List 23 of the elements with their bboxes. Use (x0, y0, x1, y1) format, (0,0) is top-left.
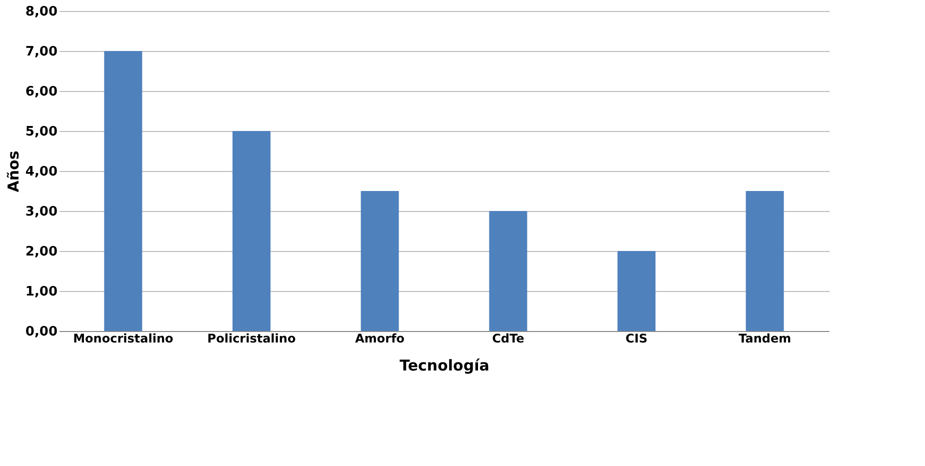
bar (746, 191, 784, 331)
bar (232, 131, 270, 331)
y-tick-label: 2,00 (25, 244, 58, 260)
bar (104, 51, 142, 331)
y-tick-label: 7,00 (25, 44, 58, 60)
x-axis-title: Tecnología (400, 356, 490, 374)
x-tick-label: Policristalino (207, 332, 296, 346)
x-tick-label: Amorfo (355, 332, 405, 346)
y-tick-label: 1,00 (25, 284, 58, 300)
y-tick-label: 4,00 (25, 164, 58, 180)
y-tick-label: 5,00 (25, 124, 58, 140)
y-tick-label: 0,00 (25, 324, 58, 340)
y-axis-title: Años (4, 150, 22, 192)
x-tick-label: CIS (626, 332, 648, 346)
bar (489, 211, 528, 331)
y-tick-label: 8,00 (25, 4, 58, 20)
bar (618, 251, 656, 331)
x-tick-label: Monocristalino (73, 332, 174, 346)
bar (360, 191, 399, 331)
x-tick-label: Tandem (738, 332, 792, 346)
y-tick-label: 6,00 (25, 84, 58, 100)
x-tick-label: CdTe (492, 332, 524, 346)
y-tick-label: 3,00 (25, 204, 58, 220)
